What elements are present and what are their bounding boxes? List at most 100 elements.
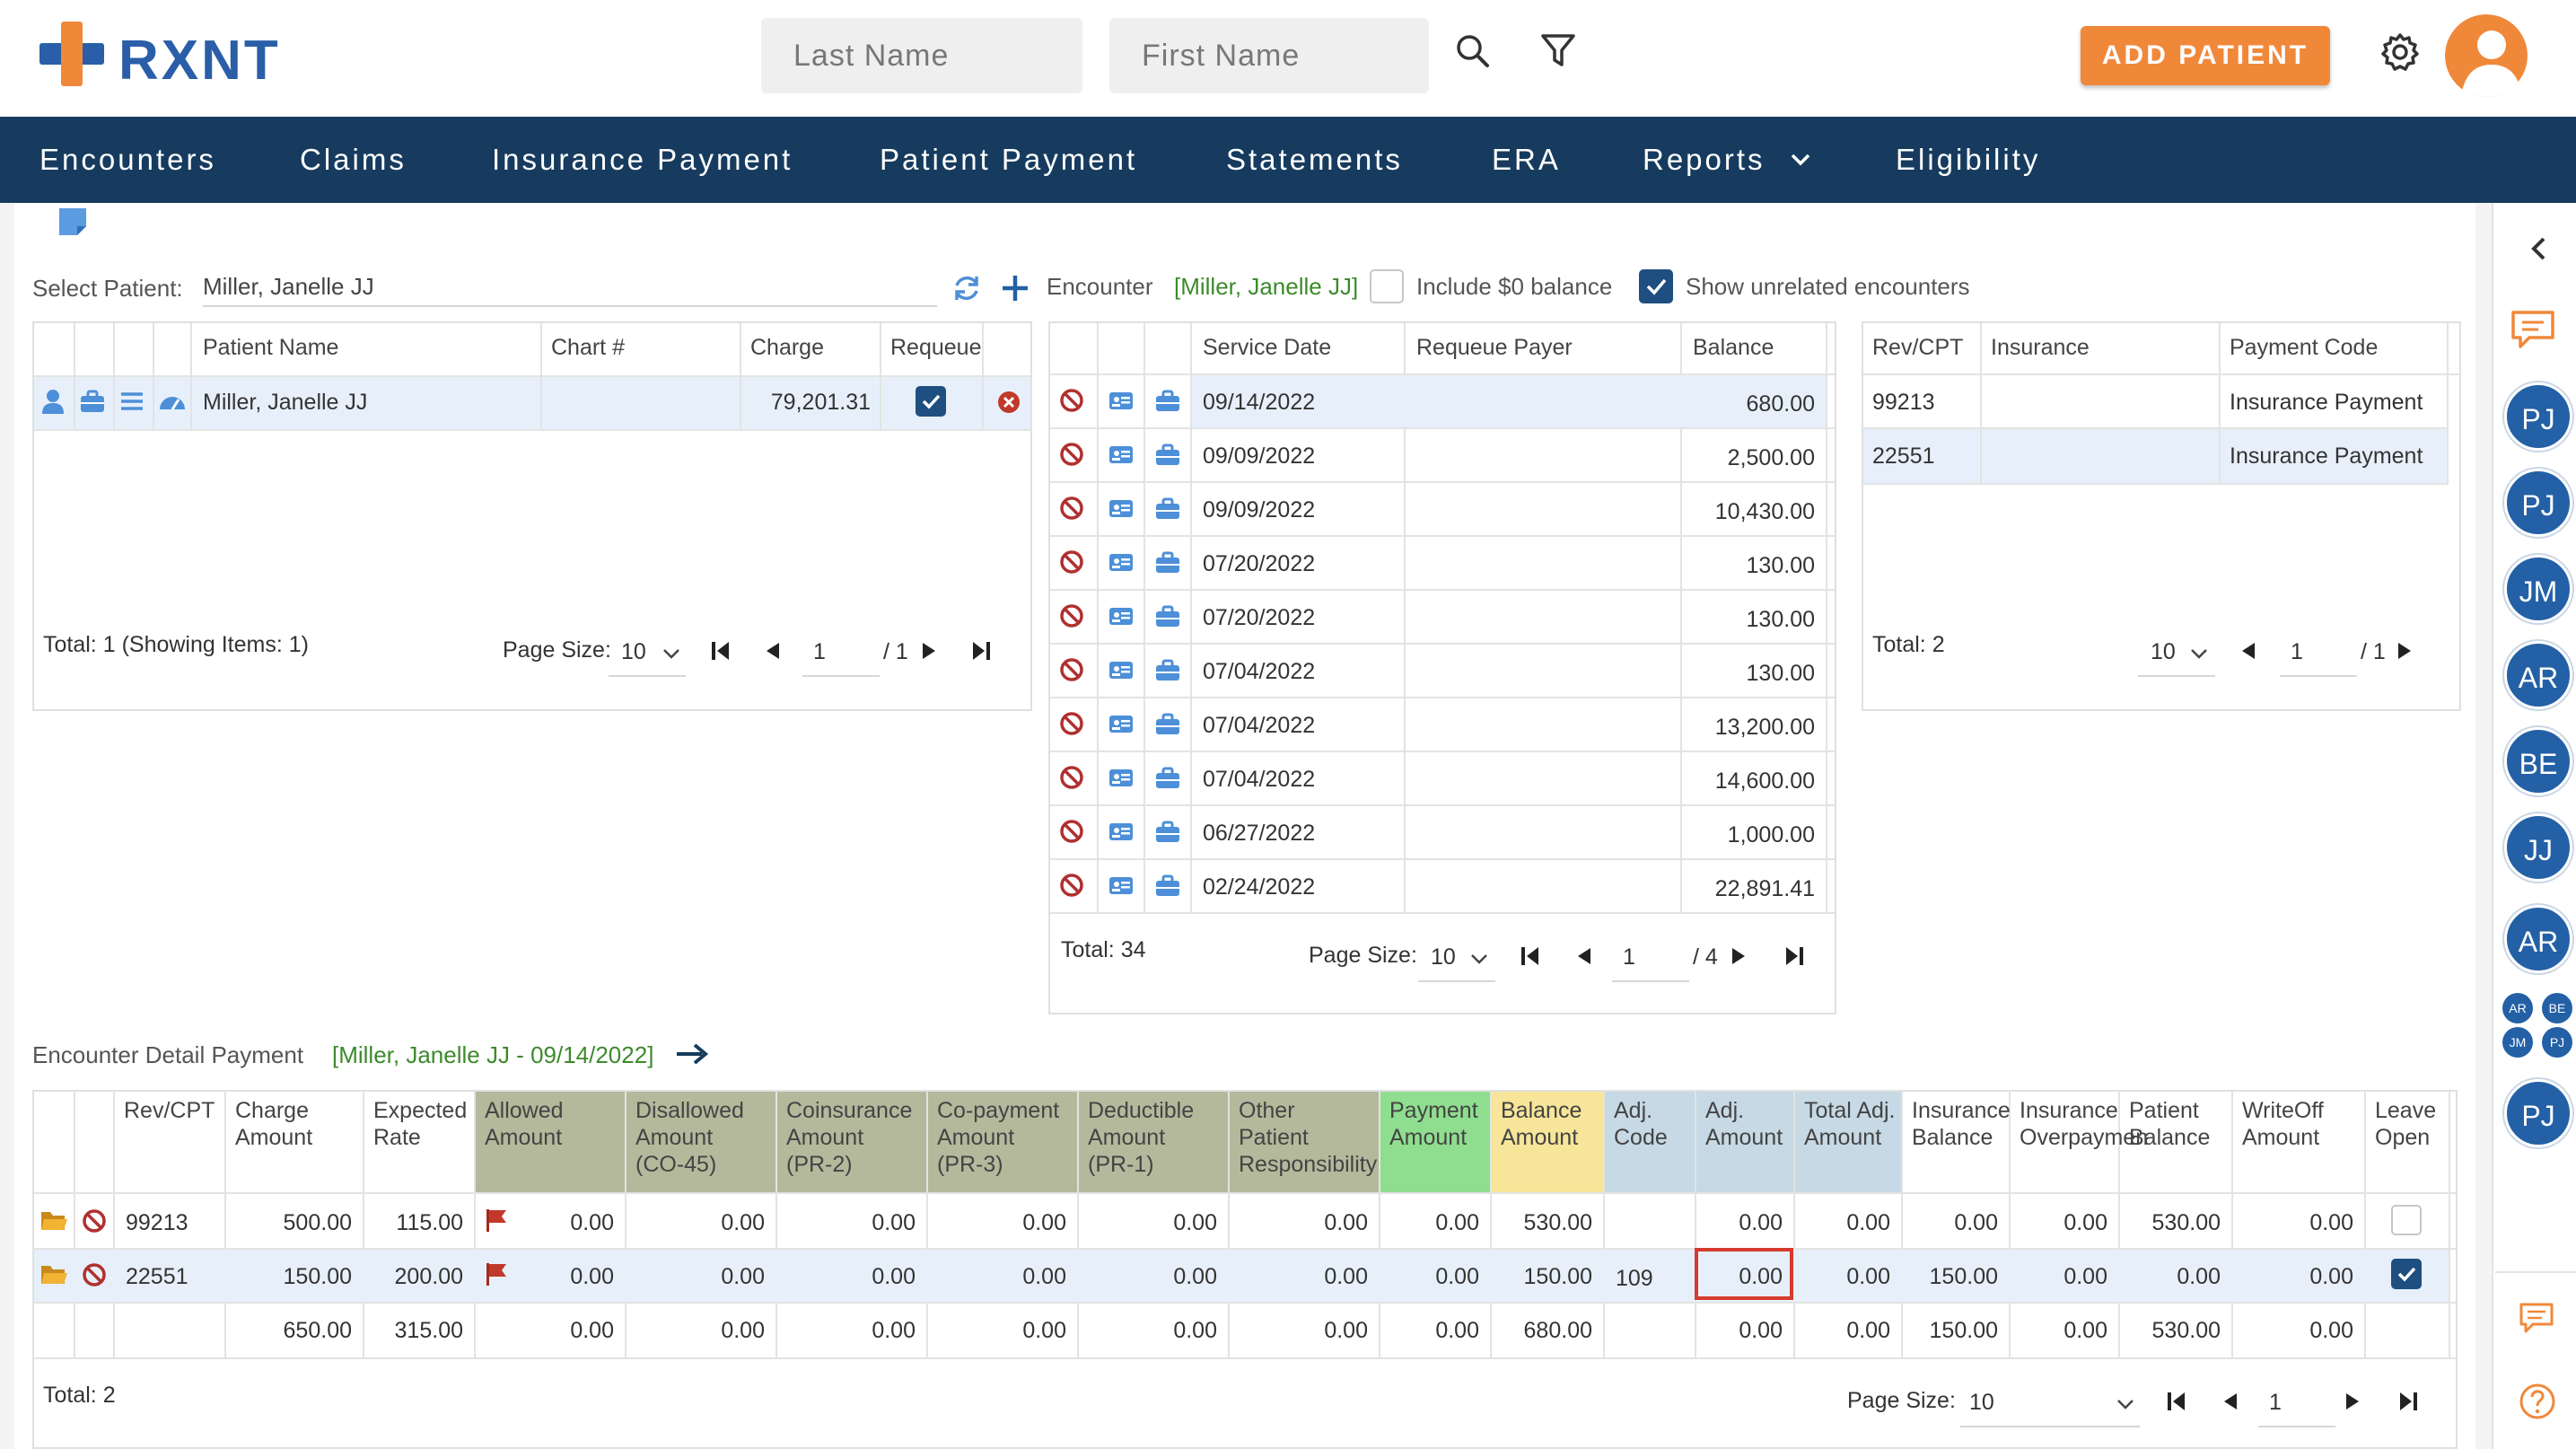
detail-col-header[interactable]: Charge Amount <box>235 1097 312 1151</box>
briefcase-icon[interactable] <box>1154 711 1181 738</box>
detail-col-header[interactable]: WriteOff Amount <box>2242 1097 2324 1151</box>
next-page-icon[interactable] <box>2343 1392 2362 1411</box>
rail-avatar-jm[interactable]: JM <box>2504 555 2572 623</box>
detail-writeoff-cell[interactable]: 0.00 <box>2309 1264 2353 1289</box>
first-page-icon[interactable] <box>1519 944 1542 968</box>
nav-patient-payment[interactable]: Patient Payment <box>880 143 1138 176</box>
void-icon[interactable] <box>1059 819 1086 846</box>
remove-icon[interactable] <box>996 390 1021 415</box>
service-date-cell[interactable]: 09/09/2022 <box>1203 443 1316 469</box>
briefcase-icon[interactable] <box>1154 657 1181 684</box>
service-date-cell[interactable]: 07/20/2022 <box>1203 551 1316 576</box>
col-chart[interactable]: Chart # <box>551 335 625 360</box>
leave-open-checkbox[interactable] <box>2391 1205 2422 1235</box>
add-patient-button[interactable]: ADD PATIENT <box>2081 26 2330 85</box>
service-date-cell[interactable]: 07/04/2022 <box>1203 659 1316 684</box>
collapse-left-icon[interactable] <box>2528 235 2549 262</box>
col-requeue[interactable]: Requeue <box>890 335 982 360</box>
detail-page-size-select[interactable]: 10 <box>1969 1390 1994 1415</box>
prev-page-icon[interactable] <box>2239 641 2258 661</box>
briefcase-icon[interactable] <box>1154 603 1181 630</box>
detail-adj-amount-cell[interactable]: 0.00 <box>1739 1210 1783 1235</box>
id-card-icon[interactable] <box>1108 442 1135 469</box>
gear-icon[interactable] <box>2380 32 2420 72</box>
void-icon[interactable] <box>1059 496 1086 523</box>
briefcase-icon[interactable] <box>1154 549 1181 576</box>
briefcase-icon[interactable] <box>1154 765 1181 792</box>
col-insurance[interactable]: Insurance <box>1991 335 2090 360</box>
detail-col-header[interactable]: Adj. Code <box>1614 1097 1668 1151</box>
patient-page-input[interactable]: 1 <box>813 639 826 664</box>
void-icon[interactable] <box>81 1208 108 1234</box>
list-icon[interactable] <box>118 388 145 415</box>
folder-open-icon[interactable] <box>39 1262 68 1287</box>
id-card-icon[interactable] <box>1108 388 1135 415</box>
prev-page-icon[interactable] <box>763 641 783 661</box>
rail-avatar-pj[interactable]: PJ <box>2504 382 2572 451</box>
cpt-page-size-select[interactable]: 10 <box>2151 639 2176 664</box>
void-icon[interactable] <box>81 1261 108 1288</box>
col-charge[interactable]: Charge <box>750 335 824 360</box>
void-icon[interactable] <box>1059 549 1086 576</box>
chevron-down-icon[interactable] <box>1790 153 1811 167</box>
folder-open-icon[interactable] <box>39 1208 68 1234</box>
void-icon[interactable] <box>1059 388 1086 415</box>
patient-name-cell[interactable]: Miller, Janelle JJ <box>203 390 368 415</box>
detail-col-header[interactable]: Leave Open <box>2375 1097 2436 1151</box>
col-requeue-payer[interactable]: Requeue Payer <box>1416 335 1573 360</box>
id-card-icon[interactable] <box>1108 549 1135 576</box>
chevron-down-icon[interactable] <box>2190 648 2208 661</box>
void-icon[interactable] <box>1059 873 1086 900</box>
last-page-icon[interactable] <box>969 639 993 663</box>
chat-icon[interactable] <box>2510 309 2556 350</box>
detail-col-header[interactable]: Payment Amount <box>1389 1097 1478 1151</box>
void-icon[interactable] <box>1059 711 1086 738</box>
detail-payment-cell[interactable]: 0.00 <box>1435 1210 1479 1235</box>
detail-col-header[interactable]: Deductible Amount (PR-1) <box>1088 1097 1194 1178</box>
service-date-cell[interactable]: 09/09/2022 <box>1203 497 1316 523</box>
patient-page-size-select[interactable]: 10 <box>621 639 646 664</box>
rail-avatar-ar-2[interactable]: AR <box>2504 905 2572 973</box>
briefcase-icon[interactable] <box>1154 388 1181 415</box>
encounter-page-size-select[interactable]: 10 <box>1431 944 1456 970</box>
col-balance[interactable]: Balance <box>1693 335 1774 360</box>
rail-avatar-pj-3[interactable]: PJ <box>2504 1079 2572 1147</box>
rxnt-logo[interactable]: RXNT <box>39 22 309 93</box>
detail-col-header[interactable]: Patient Balance <box>2129 1097 2210 1151</box>
detail-col-header[interactable]: Insurance Overpaymen <box>2020 1097 2148 1151</box>
service-date-cell[interactable]: 06/27/2022 <box>1203 821 1316 846</box>
detail-col-header[interactable]: Co-payment Amount (PR-3) <box>937 1097 1059 1178</box>
first-name-input[interactable]: First Name <box>1109 18 1429 93</box>
id-card-icon[interactable] <box>1108 765 1135 792</box>
col-payment-code[interactable]: Payment Code <box>2230 335 2379 360</box>
void-icon[interactable] <box>1059 657 1086 684</box>
show-unrelated-checkbox[interactable] <box>1639 269 1673 303</box>
sticky-note-icon[interactable] <box>57 206 88 237</box>
adj-code-cell[interactable]: 109 <box>1616 1266 1653 1291</box>
service-date-cell[interactable]: 09/14/2022 <box>1203 390 1316 415</box>
briefcase-icon[interactable] <box>1154 873 1181 900</box>
rail-avatar-jj[interactable]: JJ <box>2504 813 2572 882</box>
rail-avatar-pj-2[interactable]: PJ <box>2504 469 2572 537</box>
detail-col-header[interactable]: Rev/CPT <box>124 1097 215 1124</box>
cpt-row-selected[interactable] <box>1863 429 2449 483</box>
refresh-icon[interactable] <box>951 273 982 303</box>
chevron-down-icon[interactable] <box>1470 953 1488 966</box>
briefcase-icon[interactable] <box>1154 496 1181 523</box>
cpt-page-input[interactable]: 1 <box>2291 639 2303 664</box>
rail-avatar-ar[interactable]: AR <box>2504 641 2572 709</box>
patient-row-selected[interactable] <box>34 377 1030 429</box>
briefcase-icon[interactable] <box>1154 442 1181 469</box>
arrow-right-icon[interactable] <box>675 1041 709 1067</box>
detail-col-header[interactable]: Total Adj. Amount <box>1804 1097 1895 1151</box>
col-patient-name[interactable]: Patient Name <box>203 335 339 360</box>
search-icon[interactable] <box>1454 32 1492 70</box>
add-icon[interactable] <box>1000 273 1030 303</box>
col-service-date[interactable]: Service Date <box>1203 335 1332 360</box>
detail-payment-cell[interactable]: 0.00 <box>1435 1264 1479 1289</box>
service-date-cell[interactable]: 02/24/2022 <box>1203 874 1316 900</box>
prev-page-icon[interactable] <box>2221 1392 2240 1411</box>
briefcase-icon[interactable] <box>1154 819 1181 846</box>
nav-eligibility[interactable]: Eligibility <box>1896 143 2041 176</box>
person-icon[interactable] <box>39 388 66 415</box>
